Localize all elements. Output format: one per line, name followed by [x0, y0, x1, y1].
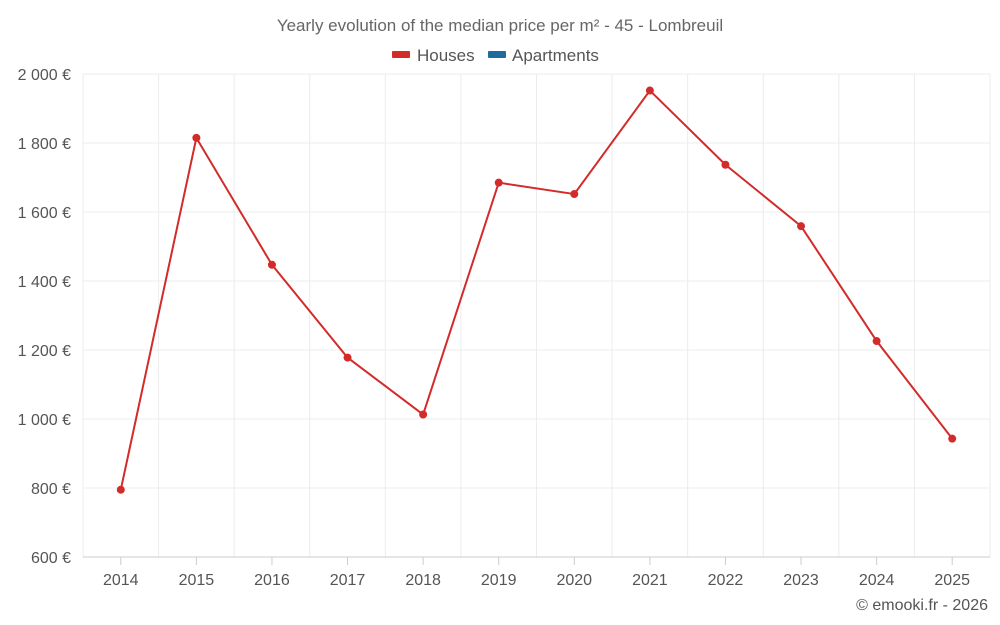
x-tick-label: 2018 [405, 572, 441, 589]
legend-label-houses: Houses [417, 46, 475, 65]
y-tick-label: 1 600 € [18, 205, 71, 222]
x-tick-label: 2025 [934, 572, 970, 589]
y-tick-label: 1 800 € [18, 136, 71, 153]
legend-swatch-houses [392, 51, 410, 58]
data-point-houses[interactable] [948, 434, 957, 443]
x-tick-label: 2016 [254, 572, 290, 589]
y-tick-label: 1 000 € [18, 412, 71, 429]
y-tick-label: 1 400 € [18, 274, 71, 291]
series-line-houses [119, 89, 953, 490]
data-point-houses[interactable] [570, 190, 579, 199]
data-point-houses[interactable] [192, 133, 201, 142]
x-tick-label: 2022 [708, 572, 744, 589]
y-tick-label: 600 € [31, 550, 71, 567]
data-point-houses[interactable] [343, 353, 352, 362]
data-point-houses[interactable] [494, 178, 503, 187]
x-tick-label: 2019 [481, 572, 517, 589]
x-tick-label: 2023 [783, 572, 819, 589]
legend: Houses Apartments [392, 46, 599, 65]
x-tick-label: 2021 [632, 572, 668, 589]
legend-item-houses[interactable]: Houses [392, 46, 475, 65]
data-point-houses[interactable] [419, 410, 428, 419]
data-point-houses[interactable] [645, 86, 654, 95]
data-point-houses[interactable] [721, 160, 730, 169]
y-tick-label: 800 € [31, 481, 71, 498]
grid [82, 73, 991, 557]
x-tick-label: 2024 [859, 572, 895, 589]
data-point-houses[interactable] [116, 485, 125, 494]
y-tick-label: 1 200 € [18, 343, 71, 360]
x-tick-label: 2014 [103, 572, 139, 589]
series-layer [116, 86, 957, 494]
data-point-houses[interactable] [872, 337, 881, 346]
legend-label-apartments: Apartments [512, 46, 599, 65]
data-point-houses[interactable] [267, 260, 276, 269]
credit-text: © emooki.fr - 2026 [856, 597, 988, 614]
legend-item-apartments[interactable]: Apartments [488, 46, 599, 65]
legend-swatch-apartments [488, 51, 506, 58]
y-tick-label: 2 000 € [18, 67, 71, 84]
axes: 600 € 800 € 1 000 € 1 200 € 1 400 € 1 600 € 1 … [18, 67, 990, 589]
x-tick-label: 2017 [330, 572, 366, 589]
x-tick-label: 2015 [179, 572, 215, 589]
x-tick-label: 2020 [556, 572, 592, 589]
data-point-houses[interactable] [797, 222, 806, 231]
chart-title: Yearly evolution of the median price per… [277, 16, 723, 35]
